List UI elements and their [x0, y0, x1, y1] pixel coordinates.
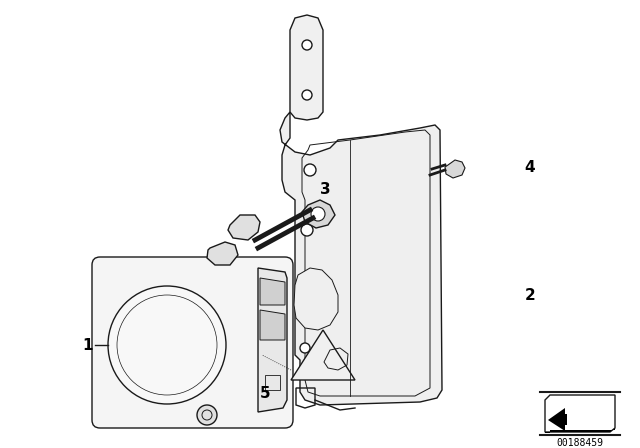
Polygon shape — [302, 200, 335, 228]
Polygon shape — [445, 160, 465, 178]
Text: 00188459: 00188459 — [557, 438, 604, 448]
Circle shape — [300, 343, 310, 353]
Circle shape — [197, 405, 217, 425]
Polygon shape — [545, 428, 615, 433]
Polygon shape — [291, 330, 355, 380]
Polygon shape — [548, 408, 605, 431]
Circle shape — [302, 40, 312, 50]
Polygon shape — [294, 268, 338, 330]
Text: 2: 2 — [525, 288, 536, 302]
Circle shape — [304, 164, 316, 176]
Text: 1: 1 — [83, 337, 93, 353]
Polygon shape — [260, 278, 285, 305]
Text: 4: 4 — [525, 160, 535, 176]
Polygon shape — [228, 215, 260, 240]
Circle shape — [311, 207, 325, 221]
Circle shape — [302, 90, 312, 100]
Polygon shape — [280, 112, 442, 405]
FancyBboxPatch shape — [92, 257, 293, 428]
Ellipse shape — [108, 286, 226, 404]
Polygon shape — [260, 310, 285, 340]
Polygon shape — [290, 15, 323, 120]
Polygon shape — [567, 408, 607, 430]
Text: 3: 3 — [320, 182, 330, 198]
Polygon shape — [258, 268, 287, 412]
Circle shape — [301, 224, 313, 236]
Text: 5: 5 — [260, 385, 270, 401]
Polygon shape — [545, 395, 615, 432]
Polygon shape — [207, 242, 238, 265]
